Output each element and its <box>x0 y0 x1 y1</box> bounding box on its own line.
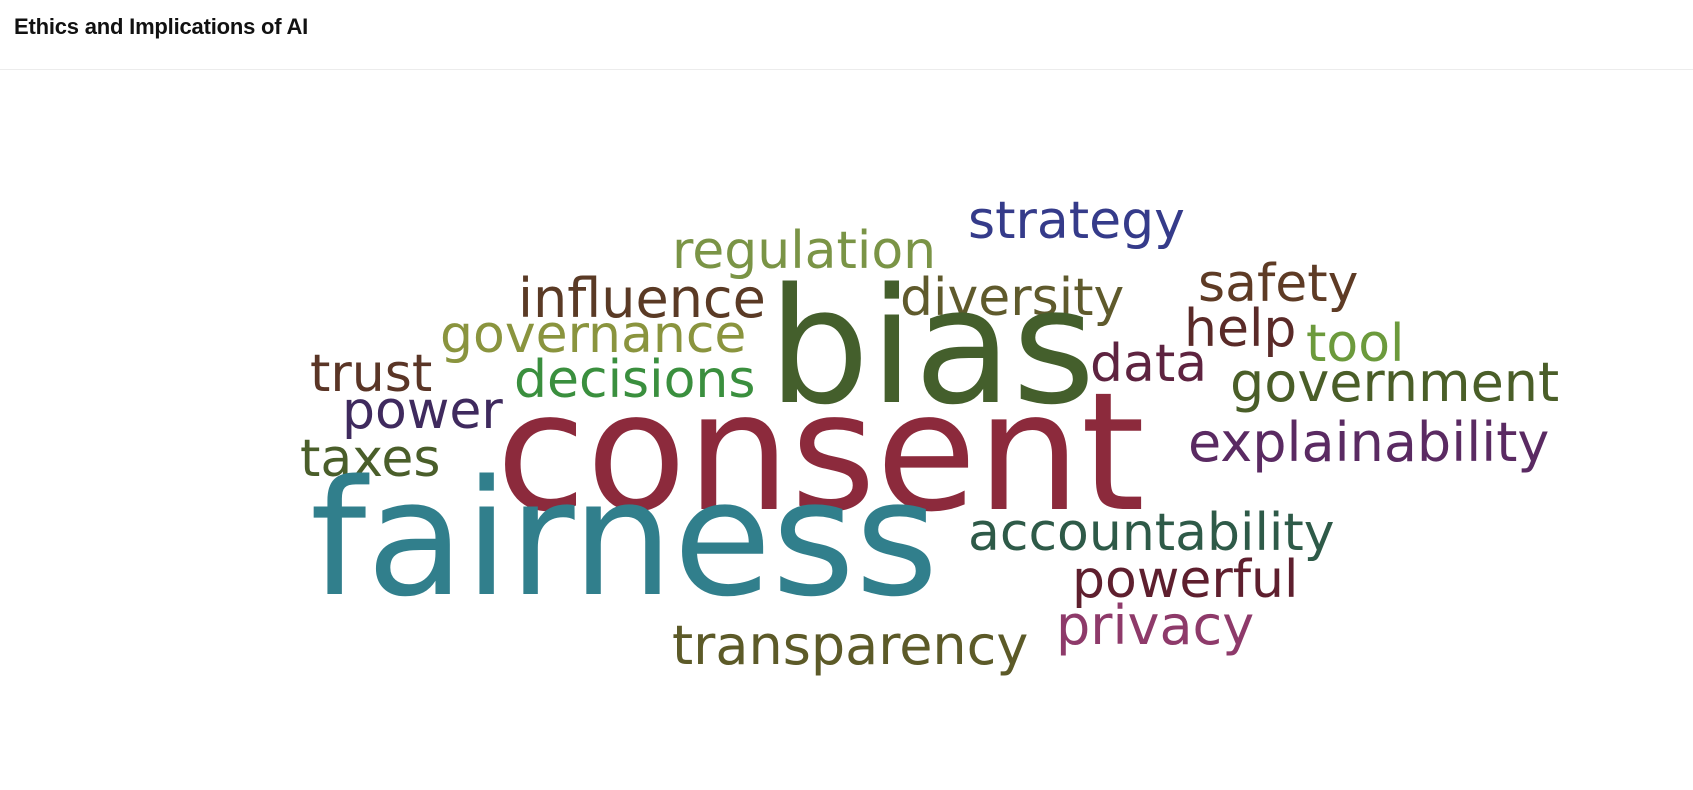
word-government: government <box>1230 351 1560 414</box>
app-header: Ethics and Implications of AI <box>0 0 1693 70</box>
word-explainability: explainability <box>1188 411 1550 474</box>
word-taxes: taxes <box>300 429 441 489</box>
word-decisions: decisions <box>514 350 756 410</box>
word-cloud: strategy regulation influence diversity … <box>0 71 1693 790</box>
word-help: help <box>1184 299 1297 359</box>
word-data: data <box>1090 334 1208 394</box>
word-accountability: accountability <box>968 503 1335 563</box>
word-governance: governance <box>440 305 747 365</box>
word-diversity: diversity <box>900 268 1125 328</box>
word-power: power <box>342 381 503 441</box>
word-strategy: strategy <box>968 191 1185 251</box>
word-fairness: fairness <box>310 445 939 632</box>
word-safety: safety <box>1198 254 1359 314</box>
word-tool: tool <box>1306 314 1405 374</box>
word-trust: trust <box>310 344 433 404</box>
word-privacy: privacy <box>1056 594 1255 657</box>
word-transparency: transparency <box>672 614 1029 677</box>
word-influence: influence <box>518 267 766 330</box>
word-regulation: regulation <box>672 221 937 281</box>
word-powerful: powerful <box>1072 550 1299 610</box>
word-consent: consent <box>496 357 1146 548</box>
page-title: Ethics and Implications of AI <box>14 14 309 39</box>
word-bias: bias <box>768 253 1096 440</box>
